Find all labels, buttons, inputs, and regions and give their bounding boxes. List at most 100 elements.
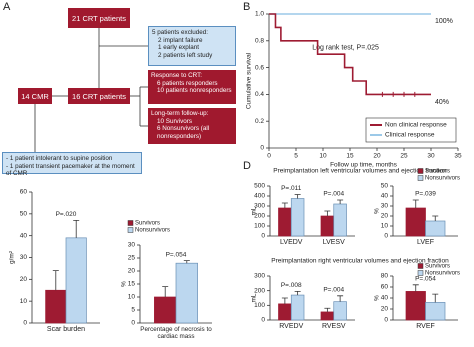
y-tick-label: 100 (254, 223, 265, 230)
error-bar (162, 286, 169, 297)
panel-label: D (243, 160, 251, 172)
error-bar (324, 210, 331, 216)
y-tick-label: 1.0 (255, 11, 264, 18)
legend-label: Clinical response (385, 132, 435, 139)
y-tick-label: 50 (381, 183, 389, 190)
flow-box: - 1 patient intolerant to supine positio… (2, 152, 142, 177)
flow-box-line: - 1 patient transient pacemaker at the m… (6, 162, 135, 178)
error-bar (432, 215, 439, 221)
y-tick-label: 0 (384, 233, 388, 240)
y-tick-label: 100 (254, 302, 265, 309)
flow-box-line: 21 CRT patients (72, 13, 126, 23)
legend-label: Survivors (135, 221, 160, 227)
legend-label: Non clinical response (385, 122, 447, 129)
p-value: P=.054 (166, 251, 187, 258)
y-tick-label: 0.6 (255, 64, 264, 71)
legend-label: Nonsurvivors (425, 271, 460, 277)
flow-box: 5 patients excluded: 2 implant failure 1 e… (148, 26, 236, 66)
panel-title: Preimplantation right ventricular volume… (271, 258, 449, 265)
bar (425, 220, 446, 237)
panel-title: Preimplantation left ventricular volumes… (273, 168, 447, 175)
y-tick-label: 5 (131, 307, 135, 314)
flow-box-line: 6 Nonsurvivors (all (157, 125, 210, 133)
bar (425, 302, 446, 321)
flow-box-line: 16 CRT patients (72, 91, 126, 101)
legend-swatch (417, 175, 424, 181)
km-curve (269, 13, 431, 96)
y-tick-label: 0 (261, 233, 265, 240)
legend-swatch (127, 220, 134, 226)
flow-box-line: 14 CMR (21, 91, 49, 101)
error-bar (337, 295, 344, 302)
y-tick-label: 40 (381, 295, 389, 302)
x-tick-label: RVEDV (279, 323, 304, 330)
bar (290, 294, 305, 321)
flow-box-line: 6 patients responders (157, 79, 218, 87)
legend-label: Survivors (425, 169, 450, 175)
y-tick-label: 20 (381, 213, 389, 220)
legend-box (365, 117, 457, 143)
bar (45, 289, 67, 324)
bar (278, 207, 292, 237)
flow-box: 14 CMR (18, 88, 52, 104)
flow-box-line: 5 patients excluded: (152, 29, 209, 36)
error-bar (324, 307, 331, 312)
y-tick-label: 60 (20, 189, 28, 196)
y-tick-label: 300 (254, 273, 265, 280)
error-bar (412, 284, 419, 292)
x-tick-label: 0 (267, 153, 271, 160)
flow-box-line: nonresponders) (157, 132, 202, 140)
x-tick-label: 35 (454, 153, 462, 160)
bar (278, 303, 292, 321)
end-label: 100% (435, 18, 453, 25)
x-tick-label: RVESV (321, 323, 346, 330)
y-tick-label: 0.8 (255, 38, 264, 45)
y-tick-label: 20 (20, 276, 28, 283)
y-tick-label: 0.4 (255, 91, 264, 98)
y-tick-label: 0.2 (255, 118, 264, 125)
p-value: P=.020 (56, 211, 77, 218)
y-tick-label: 15 (128, 281, 136, 288)
error-bar (432, 293, 439, 303)
legend-label: Nonsurvivors (135, 228, 170, 234)
bar (290, 198, 305, 237)
y-tick-label: 60 (381, 284, 389, 291)
y-tick-label: 50 (20, 211, 28, 218)
bar (405, 207, 426, 237)
y-axis-label: mL (251, 293, 258, 302)
y-axis-label: % (121, 281, 128, 287)
y-tick-label: 0 (23, 320, 27, 327)
x-axis-label: Follow up time, months (330, 162, 398, 169)
legend-label: Survivors (425, 264, 450, 270)
x-tick-label: Percentage of necrosis to cardiac mass (140, 326, 212, 341)
bar (333, 301, 347, 321)
p-value: P=.011 (281, 185, 302, 192)
x-tick-label: 5 (294, 153, 298, 160)
y-tick-label: 30 (20, 254, 28, 261)
x-tick-label: Scar burden (46, 326, 86, 333)
y-tick-label: 10 (20, 298, 28, 305)
bar (333, 203, 347, 237)
y-axis-label: % (374, 208, 381, 214)
flow-box-line: Response to CRT: (151, 72, 202, 79)
x-tick-label: RVEF (416, 323, 435, 330)
y-tick-label: 40 (381, 193, 389, 200)
error-bar (412, 199, 419, 208)
y-tick-label: 10 (381, 223, 389, 230)
y-tick-label: 400 (254, 193, 265, 200)
p-value: P=.039 (415, 191, 436, 198)
y-axis-label: % (374, 295, 381, 301)
x-tick-label: 20 (373, 153, 381, 160)
y-tick-label: 30 (381, 203, 389, 210)
flow-box: 21 CRT patients (68, 8, 130, 28)
legend-swatch (127, 227, 134, 233)
y-tick-label: 0 (260, 145, 264, 152)
bar (320, 311, 335, 321)
x-tick-label: LVEDV (280, 239, 303, 246)
end-label: 40% (435, 99, 449, 106)
legend-label: Nonsurvivors (425, 176, 460, 182)
legend-swatch (417, 263, 424, 269)
error-bar (281, 202, 288, 208)
